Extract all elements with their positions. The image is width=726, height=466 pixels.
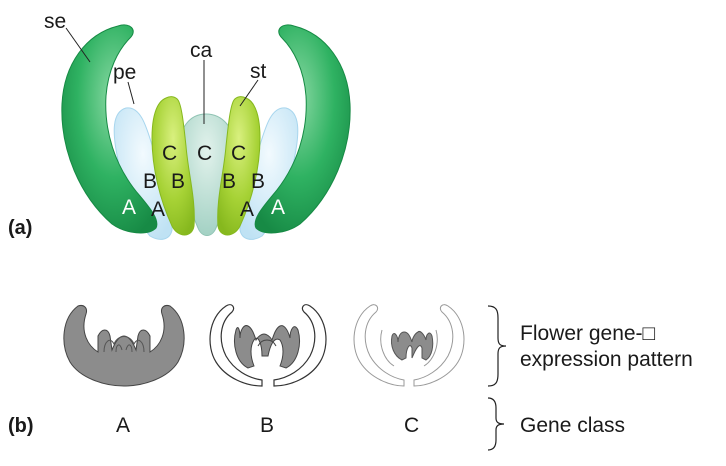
expression-label-line1: Flower gene-□	[520, 322, 656, 345]
left-sepal	[61, 24, 158, 234]
letter-right-stamen-lower: B	[222, 170, 236, 193]
gene-pattern-a	[63, 305, 185, 387]
right-stamen	[217, 96, 261, 236]
label-stamen: st	[250, 60, 267, 83]
pattern-b-right-sepal	[273, 304, 327, 387]
letter-right-stamen-upper: C	[231, 142, 246, 165]
pattern-c-fill	[391, 331, 434, 361]
panel-a-label: (a)	[8, 217, 32, 239]
expression-label-line2: expression pattern	[520, 348, 693, 371]
left-stamen	[151, 96, 195, 236]
pattern-b-fill	[234, 325, 300, 369]
label-carpel: ca	[190, 39, 213, 62]
brace-expression	[487, 305, 507, 387]
letter-left-petal-lower: A	[151, 198, 165, 221]
panel-b-label: (b)	[8, 415, 34, 437]
letter-left-stamen-upper: C	[162, 142, 177, 165]
leader-st	[239, 79, 259, 107]
pattern-b-left-sepal	[209, 304, 263, 387]
gene-class-b: B	[260, 414, 274, 437]
panel-a: se pe ca st A B A C B C C B B A A (a)	[8, 10, 351, 240]
label-petal: pe	[113, 61, 136, 84]
pattern-a-shape	[63, 305, 185, 387]
pattern-a-stamens	[115, 344, 133, 353]
letter-right-petal-lower: A	[240, 198, 254, 221]
letter-right-petal-upper: B	[251, 170, 265, 193]
label-sepal: se	[44, 10, 66, 33]
leader-se	[65, 27, 91, 63]
gene-pattern-b	[209, 304, 327, 387]
panel-b: Flower gene-□ expression pattern Gene cl…	[8, 304, 693, 451]
pattern-c-left-sepal	[353, 304, 405, 387]
pattern-b-carpel	[257, 339, 277, 347]
gene-pattern-c	[353, 304, 465, 387]
gene-class-a: A	[116, 414, 130, 437]
gene-class-label: Gene class	[520, 414, 625, 437]
letter-carpel: C	[197, 142, 212, 165]
leader-pe	[127, 81, 135, 105]
letter-left-stamen-lower: B	[171, 170, 185, 193]
right-sepal	[254, 24, 351, 234]
gene-class-c: C	[404, 414, 419, 437]
brace-gene-class	[487, 397, 505, 451]
letter-left-sepal: A	[122, 196, 136, 219]
pattern-c-right-sepal	[413, 304, 465, 387]
letter-left-petal-upper: B	[143, 170, 157, 193]
letter-right-sepal: A	[271, 196, 285, 219]
pattern-c-petals	[380, 329, 438, 367]
pattern-a-inner	[103, 336, 145, 353]
